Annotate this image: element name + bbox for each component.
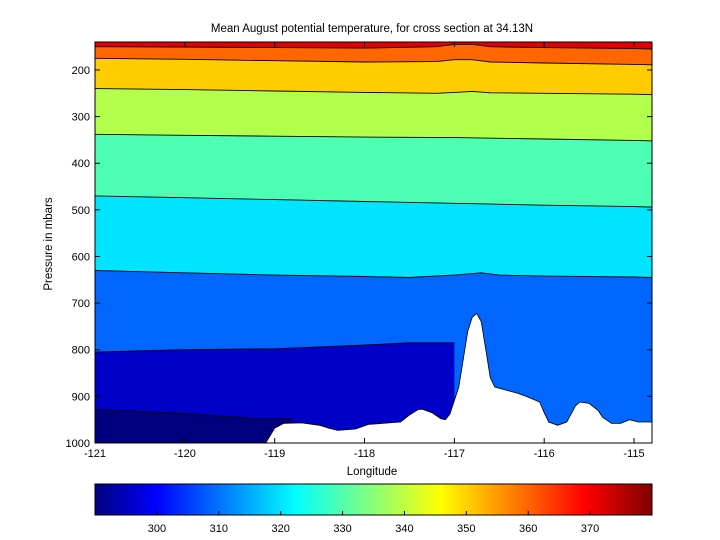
contour-fills (95, 42, 652, 443)
colorbar-tick-label: 320 (271, 523, 289, 535)
x-tick-label: -116 (534, 448, 555, 460)
x-tick-label: -120 (174, 448, 196, 460)
y-tick-label: 1000 (66, 438, 90, 450)
y-tick-label: 900 (72, 391, 90, 403)
axes-frame (94, 41, 653, 444)
terrain-mask (95, 312, 652, 443)
x-tick-label: -121 (84, 448, 106, 460)
contour-line-310 (95, 342, 455, 353)
contour-line-330 (95, 195, 652, 208)
chart-title: Mean August potential temperature, for c… (211, 23, 533, 35)
y-tick-label: 700 (72, 298, 90, 310)
colorbar-gradient (94, 483, 653, 516)
band-290 (95, 409, 293, 443)
y-tick-label: 500 (72, 205, 90, 217)
x-tick-label: -119 (264, 448, 285, 460)
contour-line-360 (95, 57, 652, 66)
y-tick-label: 600 (72, 251, 90, 263)
y-tick-label: 400 (72, 158, 90, 170)
y-axis-label: Pressure in mbars (43, 197, 55, 291)
x-tick-label: -115 (623, 448, 644, 460)
x-axis-label: Longitude (347, 466, 398, 478)
y-tick-label: 800 (72, 345, 90, 357)
plot-area: -121 -120 -119 -118 -117 -116 -115 200 300 400 500… (66, 41, 653, 460)
colorbar-tick-label: 310 (210, 523, 228, 535)
colorbar-tick-label: 360 (519, 523, 537, 535)
colorbar-tick-label: 370 (581, 523, 599, 535)
contour-line-350 (95, 88, 652, 96)
contour-line-320 (95, 270, 652, 278)
contour-line-340 (95, 133, 652, 142)
colorbar: 300 310 320 330 340 350 360 370 (94, 483, 653, 535)
colorbar-tick-label: 340 (395, 523, 413, 535)
y-tick-label: 200 (72, 65, 90, 77)
x-tick-label: -117 (444, 448, 465, 460)
contour-line-300 (95, 408, 293, 420)
colorbar-tick-label: 330 (333, 523, 351, 535)
band-300 (95, 342, 455, 443)
x-tick-label: -118 (354, 448, 375, 460)
colorbar-tick-label: 300 (148, 523, 166, 535)
y-tick-label: 300 (72, 112, 90, 124)
colorbar-tick-label: 350 (457, 523, 475, 535)
